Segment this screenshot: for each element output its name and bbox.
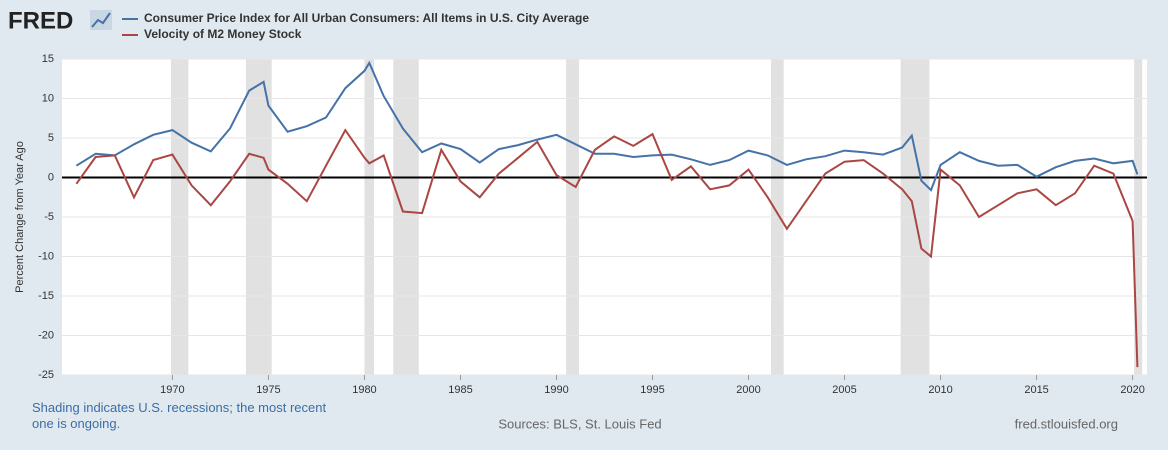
note: Shading indicates U.S. recessions; the m…: [32, 400, 327, 431]
x-tick-label: 2010: [928, 384, 952, 396]
line-series: [75, 128, 1139, 368]
y-tick-label: -25: [38, 369, 54, 381]
x-tick-label: 2020: [1120, 384, 1144, 396]
legend-label: Consumer Price Index for All Urban Consu…: [144, 11, 589, 25]
x-tick-label: 2005: [832, 384, 856, 396]
x-tick-label: 1985: [448, 384, 472, 396]
y-tick-label: 10: [42, 92, 54, 104]
x-tick-label: 1970: [160, 384, 184, 396]
y-tick-label: -15: [38, 290, 54, 302]
x-tick-label: 1990: [544, 384, 568, 396]
y-axis-label: Percent Change from Year Ago: [14, 141, 26, 293]
y-tick-label: -5: [44, 211, 54, 223]
x-tick-label: 1980: [352, 384, 376, 396]
y-tick-label: 5: [48, 132, 54, 144]
x-tick-label: 2015: [1024, 384, 1048, 396]
source: Sources: BLS, St. Louis Fed: [498, 416, 661, 431]
legend-label: Velocity of M2 Money Stock: [144, 27, 302, 41]
line-series: [75, 60, 1139, 192]
y-tick-label: 0: [48, 171, 54, 183]
site: fred.stlouisfed.org: [1015, 416, 1118, 431]
x-tick-label: 2000: [736, 384, 760, 396]
logo-icon: [90, 10, 112, 30]
y-tick-label: -20: [38, 329, 54, 341]
x-tick-label: 1995: [640, 384, 664, 396]
y-tick-label: -10: [38, 250, 54, 262]
logo: FRED: [8, 7, 73, 34]
x-tick-label: 1975: [256, 384, 280, 396]
y-tick-label: 15: [42, 53, 54, 65]
note-text: Shading indicates U.S. recessions; the m…: [32, 400, 327, 431]
